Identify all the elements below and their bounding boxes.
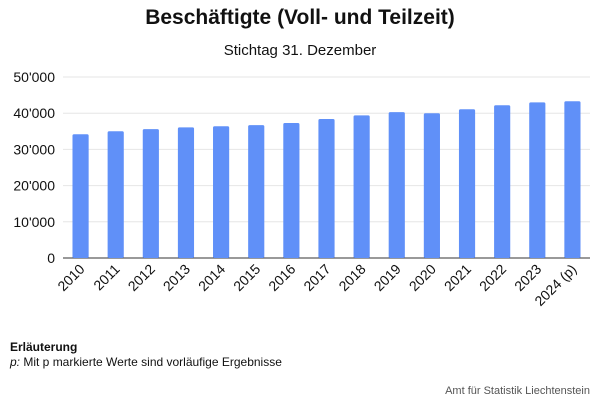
- source-label: Amt für Statistik Liechtenstein: [445, 385, 590, 397]
- y-tick-label: 20'000: [13, 178, 55, 194]
- y-tick-label: 40'000: [13, 105, 55, 121]
- bar: [142, 129, 159, 258]
- bar: [283, 122, 300, 258]
- notes-text: p: Mit p markierte Werte sind vorläufige…: [10, 355, 282, 369]
- x-tick-label: 2012: [125, 261, 158, 294]
- bar: [318, 118, 335, 258]
- notes-prefix: p:: [10, 355, 21, 369]
- x-tick-label: 2011: [90, 261, 123, 294]
- x-tick-label: 2010: [54, 261, 87, 294]
- bar: [529, 102, 546, 258]
- x-tick-label: 2020: [406, 261, 439, 294]
- notes-heading: Erläuterung: [10, 340, 78, 354]
- x-tick-label: 2017: [300, 261, 333, 294]
- bar: [213, 126, 230, 259]
- x-tick-label: 2016: [265, 261, 298, 294]
- x-tick-label: 2022: [476, 261, 509, 294]
- bar: [248, 125, 265, 259]
- bar: [107, 131, 124, 258]
- bar: [423, 113, 440, 258]
- bar: [564, 101, 581, 258]
- x-tick-label: 2019: [371, 261, 404, 294]
- x-tick-label: 2018: [335, 261, 368, 294]
- notes-body: Mit p markierte Werte sind vorläufige Er…: [20, 355, 282, 369]
- x-tick-label: 2021: [441, 261, 474, 294]
- y-tick-label: 50'000: [13, 69, 55, 85]
- bar: [458, 109, 476, 258]
- x-tick-label: 2014: [195, 261, 228, 294]
- chart-title: Beschäftigte (Voll- und Teilzeit): [145, 6, 455, 29]
- bar: [353, 115, 370, 258]
- y-tick-label: 10'000: [13, 214, 55, 230]
- y-tick-label: 30'000: [13, 141, 55, 157]
- x-tick-label: 2013: [160, 261, 193, 294]
- bar: [177, 127, 195, 259]
- chart-subtitle: Stichtag 31. Dezember: [223, 42, 377, 59]
- bar: [388, 112, 405, 258]
- x-tick-label: 2015: [230, 261, 263, 294]
- bar: [72, 134, 89, 258]
- bar: [494, 105, 511, 259]
- y-tick-label: 0: [47, 250, 55, 266]
